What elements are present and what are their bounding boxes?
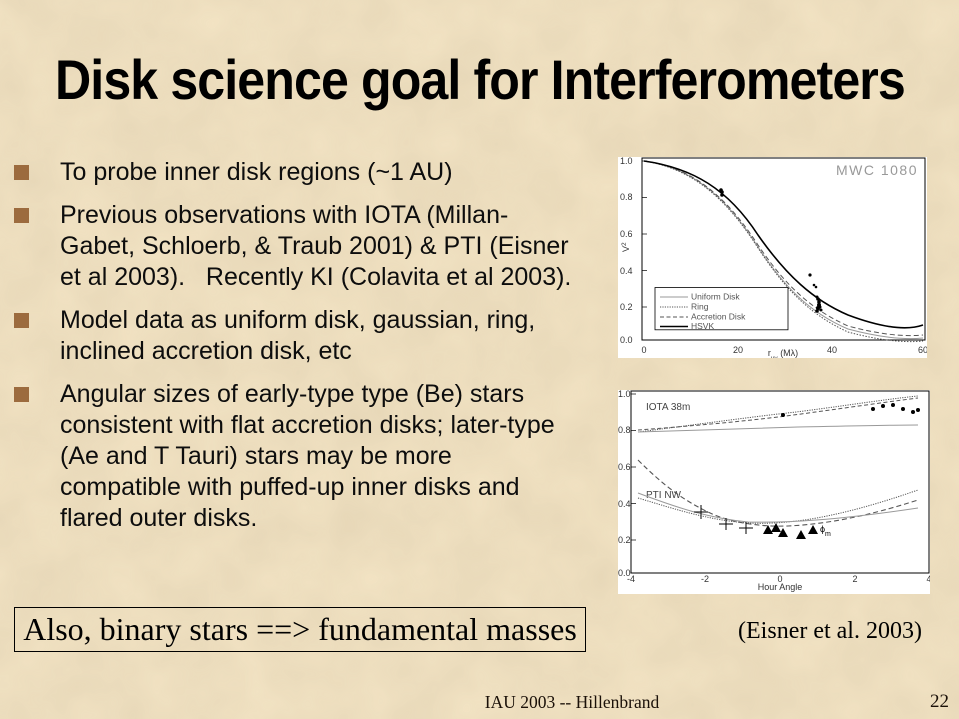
svg-text:Hour Angle: Hour Angle	[758, 582, 803, 592]
svg-text:ϕm: ϕm	[820, 524, 831, 538]
svg-text:-2: -2	[701, 574, 709, 584]
svg-text:0.6: 0.6	[620, 229, 633, 239]
svg-text:60: 60	[918, 345, 927, 355]
svg-text:2: 2	[852, 574, 857, 584]
svg-text:20: 20	[733, 345, 743, 355]
svg-text:0.4: 0.4	[620, 266, 633, 276]
svg-text:40: 40	[827, 345, 837, 355]
svg-text:0.8: 0.8	[618, 425, 631, 435]
svg-text:Accretion Disk: Accretion Disk	[691, 312, 746, 322]
svg-text:-4: -4	[627, 574, 635, 584]
svg-text:PTI NW: PTI NW	[646, 490, 682, 501]
svg-text:HSVK: HSVK	[691, 321, 714, 331]
svg-text:0.8: 0.8	[620, 192, 633, 202]
svg-text:0.4: 0.4	[618, 499, 631, 509]
svg-text:Ring: Ring	[691, 302, 709, 312]
svg-text:4: 4	[926, 574, 930, 584]
svg-text:0.2: 0.2	[620, 302, 633, 312]
svg-text:0.6: 0.6	[618, 462, 631, 472]
svg-text:IOTA 38m: IOTA 38m	[646, 402, 690, 413]
svg-text:0: 0	[641, 345, 646, 355]
svg-text:0.2: 0.2	[618, 535, 631, 545]
svg-text:MWC 1080: MWC 1080	[836, 162, 918, 178]
svg-text:ruv (Mλ): ruv (Mλ)	[768, 348, 798, 358]
svg-text:0.0: 0.0	[620, 335, 633, 345]
svg-text:V2: V2	[621, 242, 632, 252]
svg-text:1.0: 1.0	[618, 390, 631, 399]
svg-text:1.0: 1.0	[620, 157, 633, 166]
svg-text:Uniform Disk: Uniform Disk	[691, 292, 740, 302]
